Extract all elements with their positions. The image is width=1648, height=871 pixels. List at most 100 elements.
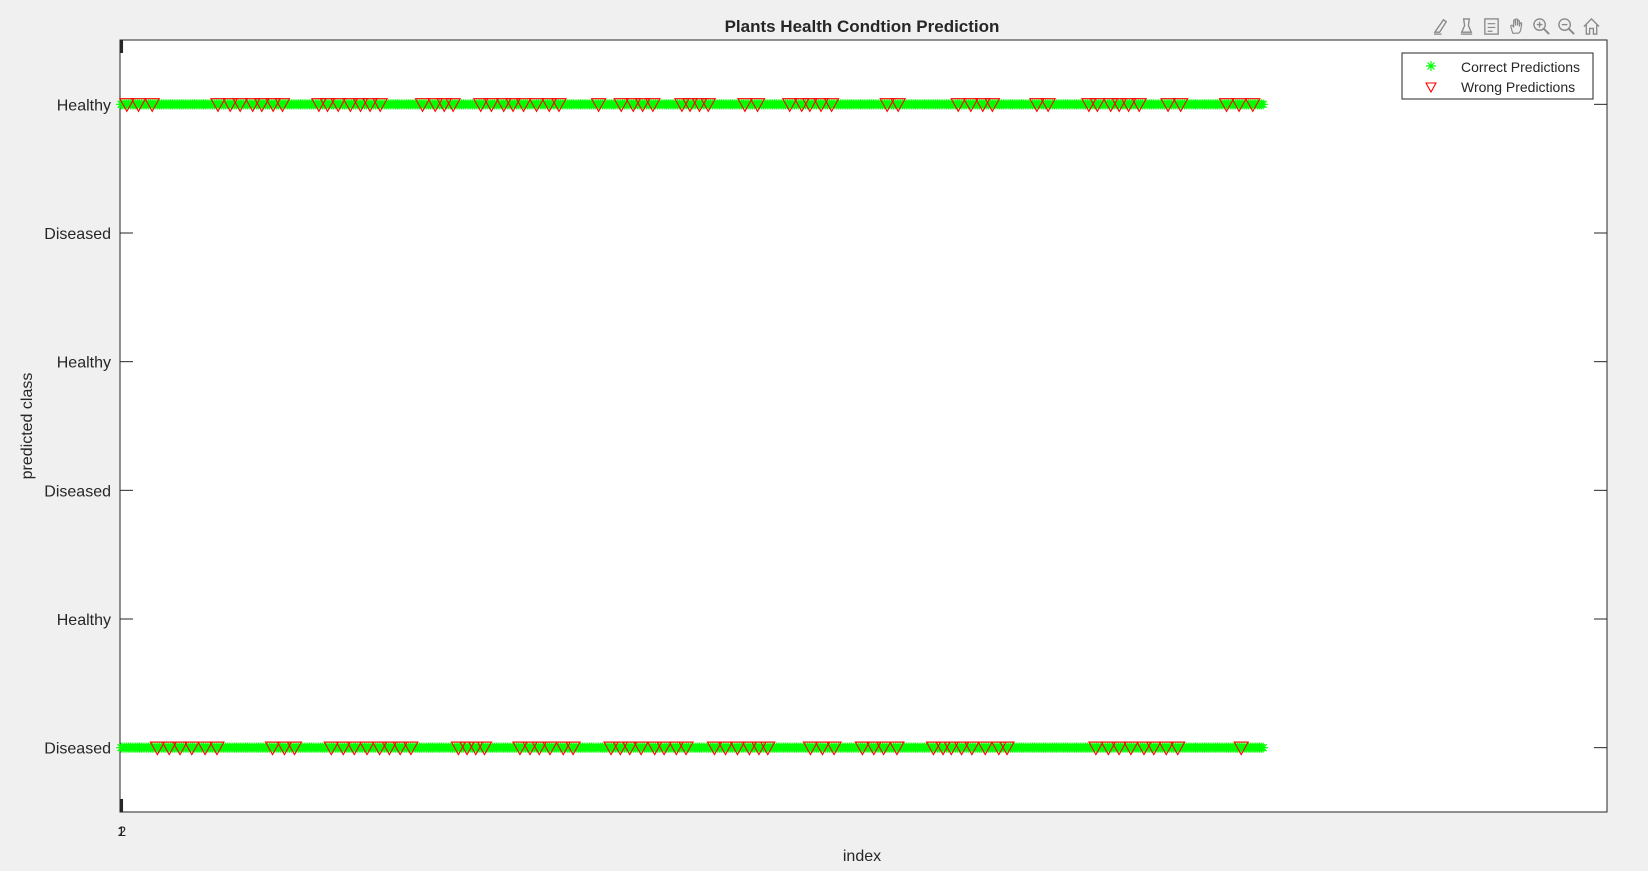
wrong-prediction-point	[1089, 98, 1106, 113]
wrong-prediction-point	[590, 98, 607, 113]
wrong-prediction-point	[865, 741, 882, 756]
wrong-prediction-point	[1111, 98, 1128, 113]
wrong-prediction-point	[381, 741, 398, 756]
wrong-prediction-point	[244, 98, 261, 113]
wrong-prediction-point	[646, 741, 663, 756]
wrong-prediction-point	[172, 741, 188, 756]
wrong-prediction-point	[854, 741, 871, 756]
wrong-prediction-point	[144, 98, 161, 113]
zoom-in-icon	[1533, 17, 1550, 35]
wrong-prediction-point	[342, 98, 359, 113]
brush-icon	[1433, 18, 1448, 35]
wrong-prediction-point	[1160, 98, 1176, 113]
legend[interactable]: Correct Predictions Wrong Predictions	[1401, 52, 1594, 100]
x-axis-label: index	[843, 848, 881, 865]
axes-toolbar	[1430, 14, 1603, 40]
y-tick-label: Diseased	[44, 741, 111, 758]
wrong-prediction-point	[551, 98, 567, 113]
wrong-prediction-point	[319, 98, 336, 113]
wrong-prediction-point	[621, 741, 638, 756]
wrong-prediction-point	[436, 98, 453, 113]
wrong-prediction-point	[1172, 98, 1189, 113]
wrong-prediction-point	[362, 98, 379, 113]
export-button[interactable]	[1480, 14, 1503, 38]
wrong-prediction-point	[330, 98, 347, 113]
correct-prediction-point	[1258, 742, 1269, 753]
wrong-prediction-point	[1218, 98, 1235, 113]
wrong-prediction-point	[210, 98, 226, 113]
home-button[interactable]	[1580, 14, 1603, 38]
wrong-prediction-point	[1131, 98, 1148, 113]
wrong-prediction-point	[963, 741, 980, 756]
wrong-prediction-point	[149, 741, 166, 756]
wrong-prediction-point	[1040, 98, 1057, 113]
wrong-prediction-point	[274, 98, 291, 113]
wrong-prediction-point	[943, 741, 960, 756]
y-tick-label: Diseased	[44, 226, 111, 243]
wrong-prediction-point	[603, 741, 619, 756]
pan-button[interactable]	[1505, 14, 1528, 38]
wrong-prediction-point	[879, 98, 896, 113]
wrong-prediction-point	[990, 741, 1007, 756]
wrong-prediction-point	[814, 741, 831, 756]
wrong-prediction-point	[1102, 98, 1119, 113]
legend-wrong-marker	[1425, 82, 1437, 94]
wrong-prediction-point	[633, 741, 650, 756]
export-icon	[1484, 17, 1499, 35]
wrong-prediction-point	[346, 741, 363, 756]
x-axis: 12	[117, 40, 126, 839]
wrong-prediction-point	[1244, 98, 1261, 113]
legend-correct-label: Correct Predictions	[1461, 59, 1580, 75]
wrong-prediction-point	[414, 98, 431, 113]
wrong-prediction-point	[505, 98, 521, 113]
wrong-prediction-point	[450, 741, 467, 756]
zoom-out-icon	[1558, 17, 1575, 35]
wrong-prediction-point	[209, 741, 225, 756]
zoom-out-button[interactable]	[1555, 14, 1578, 38]
wrong-prediction-point	[371, 741, 388, 756]
wrong-prediction-point	[875, 741, 892, 756]
wrong-prediction-point	[541, 98, 558, 113]
wrong-prediction-point	[691, 98, 708, 113]
wrong-prediction-point	[751, 741, 767, 756]
scatter-markers	[116, 98, 1269, 756]
wrong-prediction-point	[700, 98, 717, 113]
zoom-in-button[interactable]	[1530, 14, 1553, 38]
wrong-prediction-point	[759, 741, 776, 756]
chart-title: Plants Health Condtion Prediction	[725, 17, 1000, 36]
wrong-prediction-point	[555, 741, 572, 756]
wrong-prediction-point	[264, 741, 281, 756]
wrong-prediction-point	[999, 741, 1015, 756]
brush-button[interactable]	[1430, 14, 1453, 38]
wrong-prediction-point	[522, 741, 538, 756]
y-axis: Diseased Healthy Diseased Healthy Diseased He…	[44, 97, 1607, 758]
wrong-prediction-point	[335, 741, 352, 756]
wrong-prediction-point	[749, 98, 766, 113]
wrong-prediction-point	[890, 98, 907, 113]
wrong-prediction-point	[1100, 741, 1117, 756]
wrong-prediction-point	[974, 98, 991, 113]
y-axis-label: predicted class	[19, 373, 36, 480]
y-tick-label: Healthy	[57, 97, 111, 114]
wrong-prediction-point	[253, 98, 270, 113]
pan-icon	[1510, 17, 1523, 34]
y-tick-label: Healthy	[57, 355, 111, 372]
wrong-prediction-point	[634, 98, 651, 113]
wrong-prediction-point	[888, 741, 905, 756]
wrong-prediction-point	[801, 98, 818, 113]
wrong-prediction-point	[781, 98, 798, 113]
wrong-prediction-point	[515, 98, 532, 113]
wrong-prediction-point	[161, 741, 178, 756]
wrong-prediction-point	[472, 98, 489, 113]
wrong-prediction-point	[512, 741, 528, 756]
y-tick-label: Diseased	[44, 483, 111, 500]
wrong-prediction-point	[729, 741, 746, 756]
legend-correct-marker	[1426, 61, 1436, 71]
axes-background	[119, 39, 1608, 813]
data-tips-button[interactable]	[1455, 14, 1478, 38]
wrong-prediction-point	[118, 98, 135, 113]
wrong-prediction-point	[935, 741, 951, 756]
wrong-prediction-point	[528, 98, 545, 113]
